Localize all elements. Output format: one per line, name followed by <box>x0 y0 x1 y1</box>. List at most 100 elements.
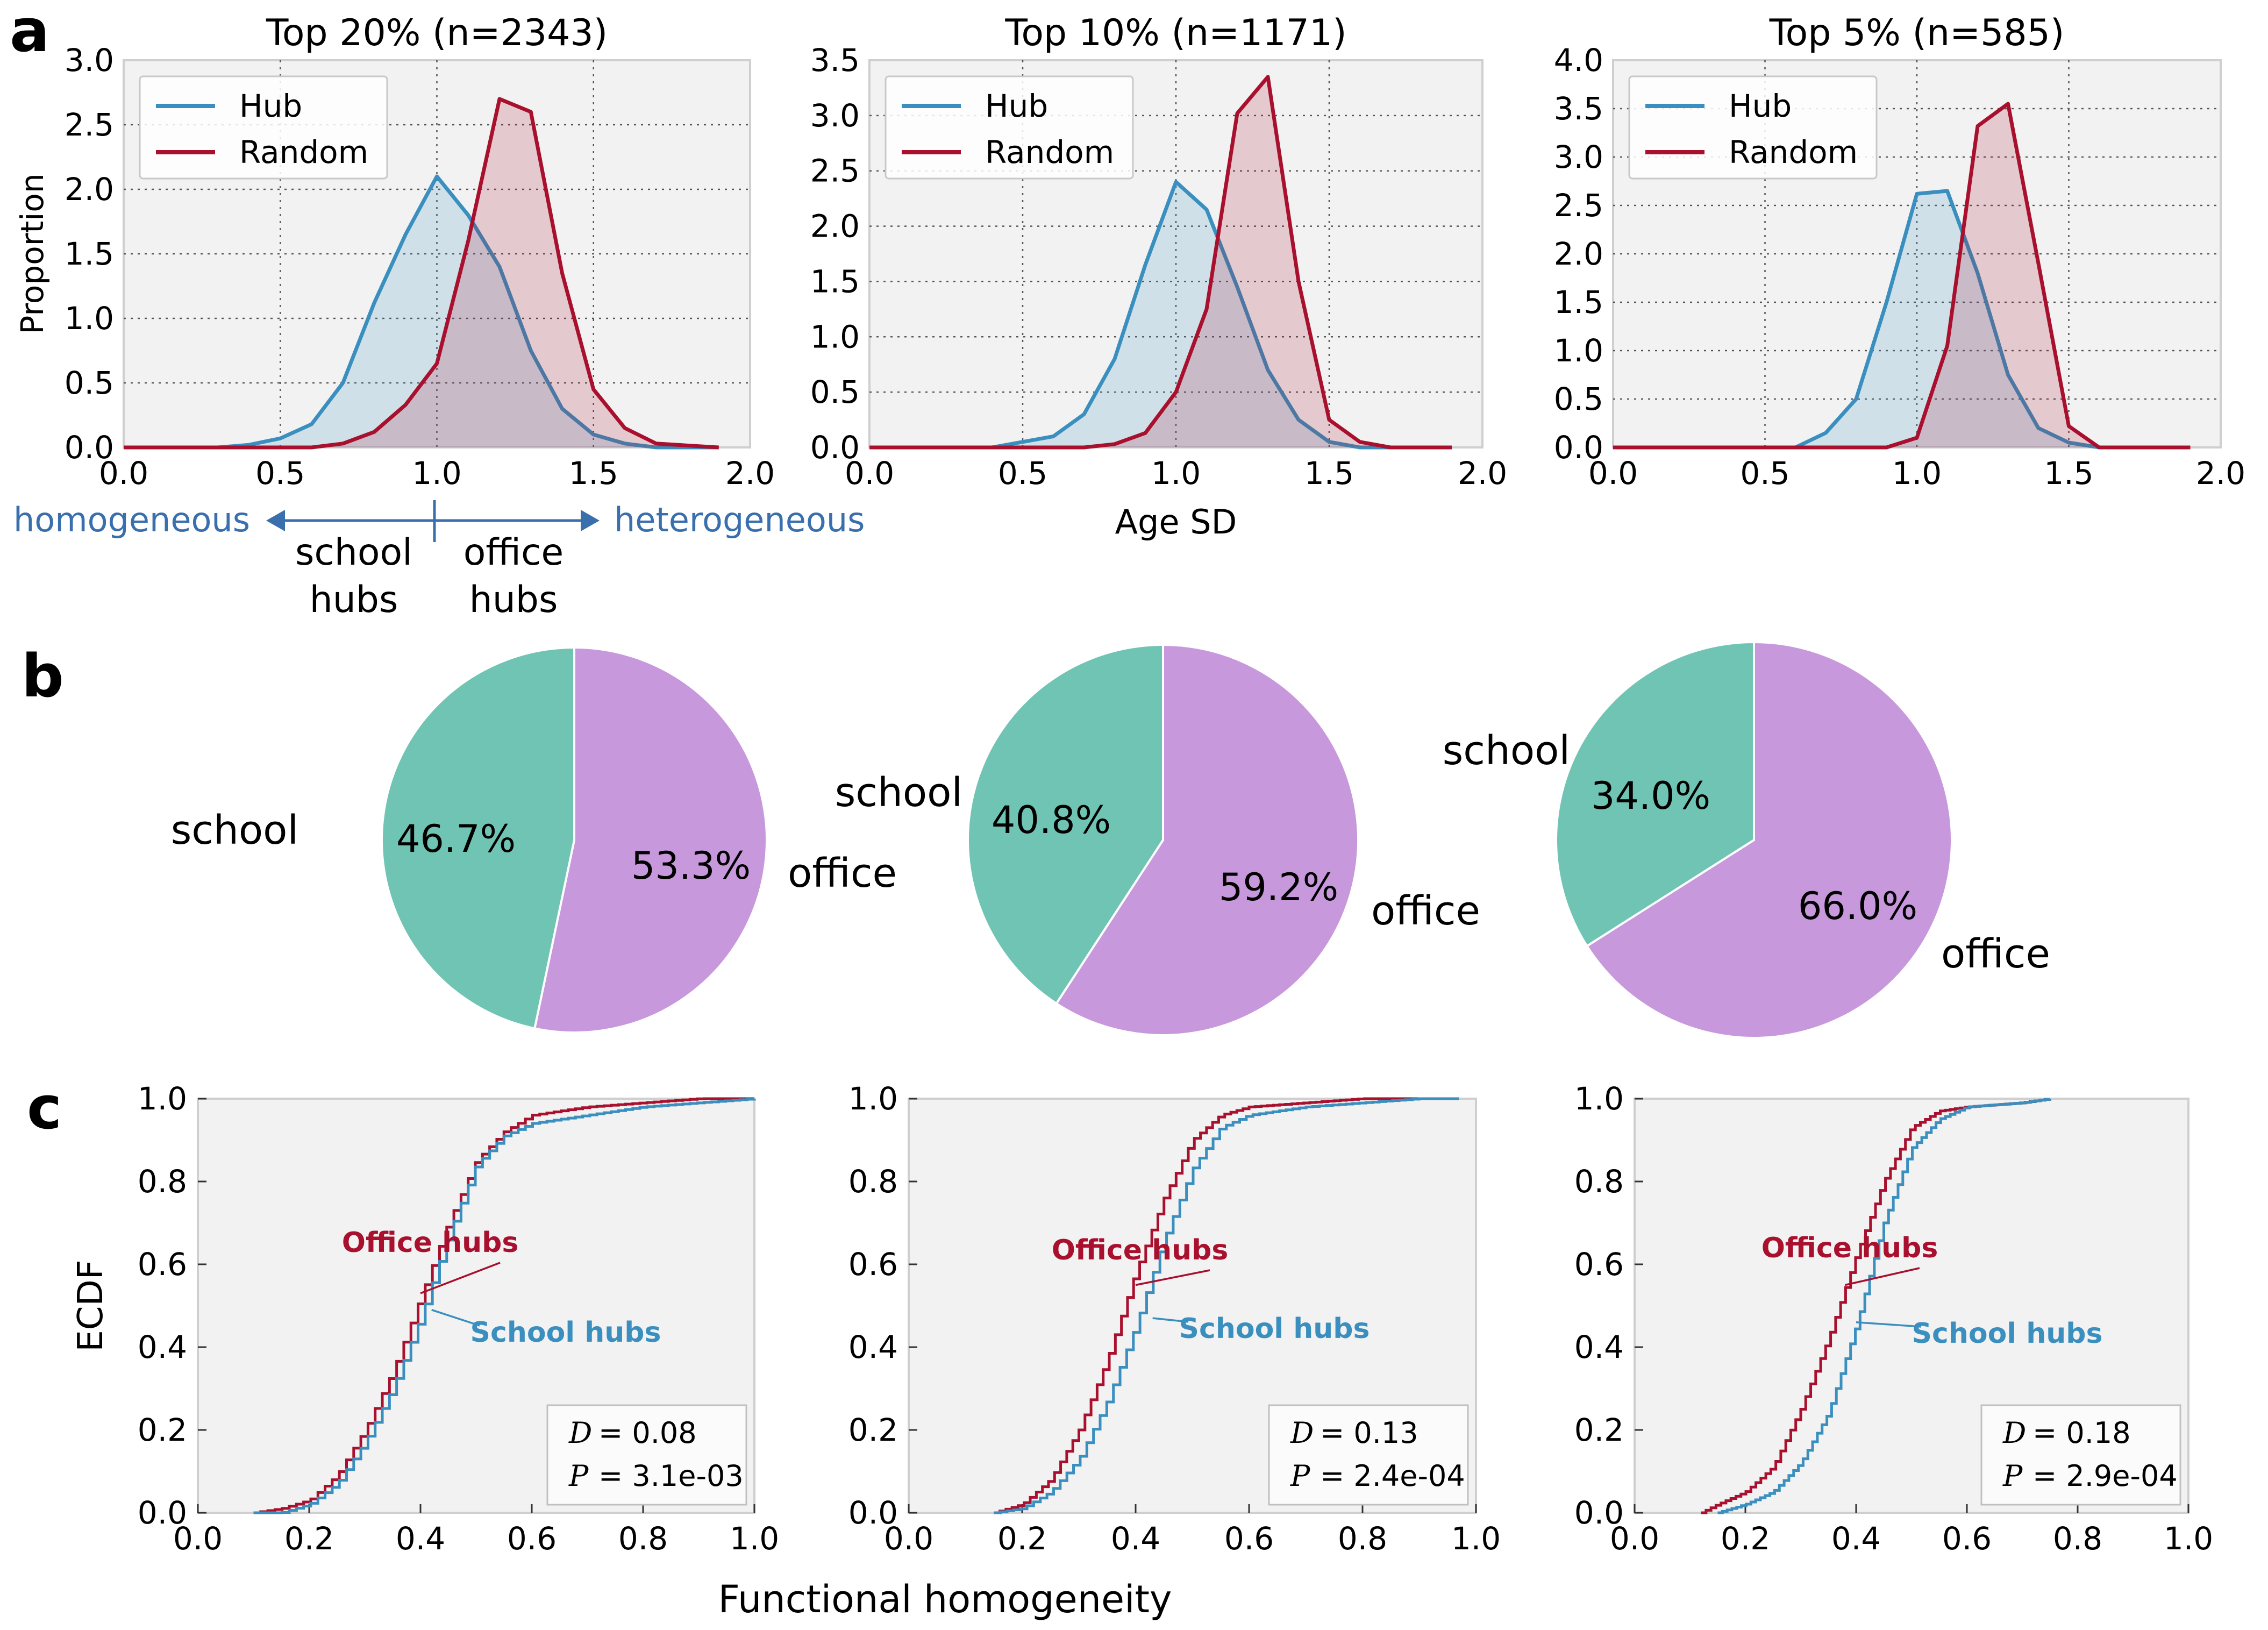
y-tick-label: 0.0 <box>65 429 114 466</box>
y-tick-label: 1.5 <box>810 263 860 300</box>
pie-label-school: school <box>1443 728 1570 774</box>
legend-label-random: Random <box>985 134 1114 170</box>
x-tick-label: 0.8 <box>2053 1520 2102 1557</box>
series-line-hub <box>869 180 1452 450</box>
legend-label-random: Random <box>1729 134 1858 170</box>
ecdf-line-school <box>994 1097 1459 1514</box>
y-tick-label: 0.5 <box>65 365 114 401</box>
series-area-random <box>869 76 1452 447</box>
x-tick-label: 1.5 <box>2044 455 2093 492</box>
y-tick-label: 4.0 <box>1554 42 1603 79</box>
stat-p-symbol: P <box>1290 1459 1311 1493</box>
series-line-random <box>1613 102 2191 450</box>
office-hubs-label-2: hubs <box>469 579 558 621</box>
series-line-random <box>869 75 1452 450</box>
series-line-hub <box>124 174 719 450</box>
x-tick-label: 0.5 <box>255 455 305 492</box>
x-tick-label: 1.5 <box>569 455 618 492</box>
office-hubs-label: Office hubs <box>1761 1232 1938 1264</box>
y-tick-label: 3.0 <box>65 42 114 79</box>
ecdf-line-office <box>994 1097 1420 1514</box>
x-tick-label: 0.5 <box>1740 455 1789 492</box>
y-tick-label: 3.5 <box>810 42 860 79</box>
legend-label-hub: Hub <box>239 88 302 124</box>
ecdf-line-school <box>253 1098 756 1514</box>
y-tick-label: 0.8 <box>848 1163 898 1200</box>
charts: 0.0 0.5 1.0 1.5 2.0 0.0 0.5 1.0 1.5 2.0 2.5 3.0 Top … <box>14 12 2245 1621</box>
stat-p-value: = 3.1e-03 <box>598 1459 744 1493</box>
pie-slice-office <box>533 646 768 1034</box>
y-tick-label: 0.4 <box>138 1329 187 1365</box>
y-tick-label: 0.4 <box>1574 1329 1624 1365</box>
pie-value-school: 34.0% <box>1591 774 1710 818</box>
pie-slice-school <box>1555 640 1755 948</box>
stats-box: D = 0.08 P = 3.1e-03 <box>546 1404 747 1506</box>
stat-d-symbol: D <box>2002 1416 2026 1450</box>
y-axis-label: Proportion <box>14 173 51 334</box>
ecdf-chart-2: 0.0 0.2 0.4 0.6 0.8 1.0 0.0 0.2 0.4 0.6 0.8 1.0 Offi… <box>718 1080 1501 1621</box>
homogeneous-label: homogeneous <box>13 500 250 539</box>
legend-label-random: Random <box>239 134 368 170</box>
y-tick-label: 0.6 <box>848 1246 898 1283</box>
x-axis-label: Age SD <box>1115 502 1237 542</box>
y-tick-label: 3.0 <box>1554 139 1603 175</box>
area-chart-3: 0.0 0.5 1.0 1.5 2.0 0.0 0.5 1.0 1.5 2.0 2.5 3.0 3.5 4… <box>1554 12 2245 492</box>
x-tick-label: 0.0 <box>1610 1520 1659 1557</box>
y-tick-label: 3.0 <box>810 97 860 134</box>
office-hubs-label: Office hubs <box>1052 1234 1229 1266</box>
y-tick-label: 0.6 <box>138 1246 187 1283</box>
panel-label-b: b <box>22 642 64 710</box>
y-tick-label: 0.2 <box>1574 1412 1624 1448</box>
pie-chart-2: 40.8% 59.2% school office <box>835 643 1480 1036</box>
y-tick-label: 0.8 <box>138 1163 187 1200</box>
x-tick-label: 0.6 <box>507 1520 557 1557</box>
ecdf-chart-3: 0.0 0.2 0.4 0.6 0.8 1.0 0.0 0.2 0.4 0.6 0.8 1.0 Offi… <box>1574 1080 2213 1557</box>
stats-box-frame <box>546 1404 747 1506</box>
panel-label-a: a <box>10 0 49 65</box>
x-tick-label: 0.6 <box>1224 1520 1274 1557</box>
y-tick-label: 0.2 <box>138 1412 187 1448</box>
pie-label-office: office <box>1371 888 1480 934</box>
y-tick-label: 0.8 <box>1574 1163 1624 1200</box>
ecdf-line-school <box>1717 1098 2051 1514</box>
y-tick-label: 2.5 <box>1554 187 1603 224</box>
x-tick-label: 0.2 <box>1721 1520 1770 1557</box>
x-tick-label: 0.8 <box>1338 1520 1387 1557</box>
pie-value-office: 66.0% <box>1798 884 1917 928</box>
y-tick-label: 1.0 <box>65 300 114 337</box>
y-tick-label: 0.0 <box>138 1494 187 1531</box>
pie-label-office: office <box>788 850 897 896</box>
school-hubs-label: School hubs <box>470 1316 661 1349</box>
x-tick-label: 0.5 <box>998 455 1047 492</box>
y-tick-label: 0.0 <box>810 429 860 466</box>
series-line-random <box>124 97 719 450</box>
series-area-random <box>1613 104 2191 447</box>
stat-d-value: = 0.08 <box>598 1416 697 1450</box>
y-tick-label: 1.0 <box>1574 1080 1624 1117</box>
area-chart-2: 0.0 0.5 1.0 1.5 2.0 0.0 0.5 1.0 1.5 2.0 2.5 3.0 3.5 T… <box>810 12 1507 542</box>
y-tick-label: 1.0 <box>810 318 860 355</box>
stat-d-value: = 0.18 <box>2032 1416 2131 1450</box>
pie-chart-1: 46.7% 53.3% school office <box>171 646 897 1034</box>
x-tick-label: 0.6 <box>1942 1520 1992 1557</box>
stats-box-frame <box>1980 1404 2181 1506</box>
panel-label-c: c <box>27 1073 62 1142</box>
y-tick-label: 1.0 <box>848 1080 898 1117</box>
stat-d-symbol: D <box>1290 1416 1314 1450</box>
x-tick-label: 0.2 <box>997 1520 1047 1557</box>
pie-value-school: 46.7% <box>396 817 516 861</box>
y-tick-label: 1.5 <box>1554 284 1603 321</box>
y-tick-label: 1.0 <box>138 1080 187 1117</box>
school-hubs-label: School hubs <box>1912 1318 2103 1350</box>
x-tick-label: 0.2 <box>284 1520 334 1557</box>
y-tick-label: 2.5 <box>810 153 860 189</box>
x-tick-label: 0.0 <box>1588 455 1638 492</box>
series-line-hub <box>1613 189 2191 450</box>
school-hubs-leader <box>431 1309 480 1327</box>
x-tick-label: 1.0 <box>1151 455 1201 492</box>
pie-value-office: 59.2% <box>1219 865 1338 909</box>
y-tick-label: 0.0 <box>1554 429 1603 466</box>
chart-title: Top 10% (n=1171) <box>1004 12 1346 54</box>
x-tick-label: 1.0 <box>2164 1520 2213 1557</box>
